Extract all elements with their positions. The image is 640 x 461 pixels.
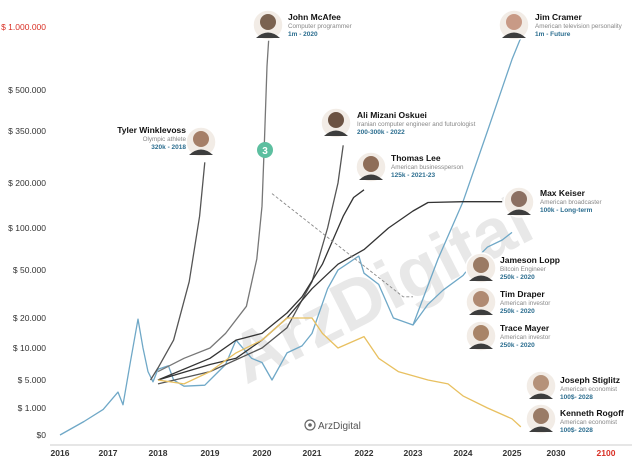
y-tick-label: $ 10.000 xyxy=(13,343,46,353)
series-line-jameson-lopp-tim-draper-trace-mayer xyxy=(271,193,413,298)
avatar xyxy=(498,9,530,41)
person-role: American television personality xyxy=(535,23,623,30)
series-line-tyler-winklevoss xyxy=(149,162,206,381)
arzdigital-logo: ArzDigital xyxy=(304,419,361,432)
avatar xyxy=(525,403,557,435)
prediction-range: 100$- 2028 xyxy=(560,427,593,434)
y-tick-label: $0 xyxy=(37,430,47,440)
x-tick-label: 2020 xyxy=(253,448,272,458)
person-role: Iranian computer engineer and futurologi… xyxy=(357,121,476,128)
prediction-range: 100$- 2028 xyxy=(560,394,593,401)
x-tick-label: 2017 xyxy=(99,448,118,458)
person-name: Trace Mayer xyxy=(500,323,550,333)
y-tick-label: $ 20.000 xyxy=(13,313,46,323)
avatar xyxy=(465,252,497,284)
x-tick-label: 2024 xyxy=(454,448,473,458)
y-tick-label: $ 100.000 xyxy=(8,223,46,233)
series-line-max-keiser xyxy=(157,201,503,381)
person-role: Olympic athlete xyxy=(143,136,187,143)
person-name: John McAfee xyxy=(288,12,341,22)
badge-circle xyxy=(257,142,273,158)
person-name: Max Keiser xyxy=(540,188,586,198)
prediction-range: 1m - 2020 xyxy=(288,31,318,38)
series-line-john-mcafee xyxy=(157,26,271,373)
avatar xyxy=(185,126,217,158)
x-tick-label: 2021 xyxy=(303,448,322,458)
prediction-range: 125k - 2021-23 xyxy=(391,172,435,179)
avatar xyxy=(525,370,557,402)
person-name: Thomas Lee xyxy=(391,153,441,163)
person-name: Kenneth Rogoff xyxy=(560,408,624,418)
x-tick-label: 2030 xyxy=(547,448,566,458)
series-line-bitcoin-price xyxy=(59,231,513,436)
person-name: Jameson Lopp xyxy=(500,255,560,265)
person-role: Computer programmer xyxy=(288,23,352,30)
badge-label: 3 xyxy=(262,146,268,157)
x-tick-label: 2016 xyxy=(51,448,70,458)
y-tick-label: $ 200.000 xyxy=(8,178,46,188)
person-role: American economist xyxy=(560,419,617,426)
person-name: Ali Mizani Oskuei xyxy=(357,110,427,120)
x-tick-label: 2025 xyxy=(503,448,522,458)
avatar xyxy=(465,286,497,318)
prediction-range: 200-300k - 2022 xyxy=(357,129,405,136)
person-name: Joseph Stiglitz xyxy=(560,375,620,385)
series-line-ali-mizani-oskuei xyxy=(157,145,344,385)
prediction-range: 250k - 2020 xyxy=(500,274,535,281)
series-line-thomas-lee xyxy=(157,189,365,381)
avatar xyxy=(465,320,497,352)
logo-text: ArzDigital xyxy=(318,421,361,432)
series-line-joseph-stiglitz-kenneth-rogoff xyxy=(157,317,522,428)
avatar xyxy=(320,107,352,139)
prediction-range: 320k - 2018 xyxy=(151,144,186,151)
x-tick-label: 2023 xyxy=(404,448,423,458)
y-tick-label: $ 500.000 xyxy=(8,85,46,95)
x-tick-label: 2019 xyxy=(201,448,220,458)
prediction-range: 250k - 2020 xyxy=(500,342,535,349)
person-role: Bitcoin Engineer xyxy=(500,266,546,273)
y-tick-label: $ 50.000 xyxy=(13,265,46,275)
person-role: American broadcaster xyxy=(540,199,602,206)
person-name: Tim Draper xyxy=(500,289,545,299)
avatar xyxy=(503,186,535,218)
y-tick-label: $ 350.000 xyxy=(8,126,46,136)
prediction-range: 1m - Future xyxy=(535,31,571,38)
logo-icon xyxy=(304,419,316,431)
prediction-range: 250k - 2020 xyxy=(500,308,535,315)
y-tick-label: $ 1.000 xyxy=(18,403,47,413)
x-tick-label: 2100 xyxy=(597,448,616,458)
prediction-range: 100k - Long-term xyxy=(540,207,593,214)
person-role: American investor xyxy=(500,300,550,307)
person-role: American economist xyxy=(560,386,617,393)
person-role: American businessperson xyxy=(391,164,464,171)
x-tick-label: 2022 xyxy=(355,448,374,458)
x-tick-label: 2018 xyxy=(149,448,168,458)
person-name: Jim Cramer xyxy=(535,12,582,22)
avatar xyxy=(252,9,284,41)
y-tick-label: $ 1.000.000 xyxy=(1,22,46,32)
y-tick-label: $ 5.000 xyxy=(18,375,47,385)
series-line-jim-cramer xyxy=(412,26,526,326)
avatar xyxy=(355,151,387,183)
person-name: Tyler Winklevoss xyxy=(117,125,186,135)
person-role: American investor xyxy=(500,334,550,341)
